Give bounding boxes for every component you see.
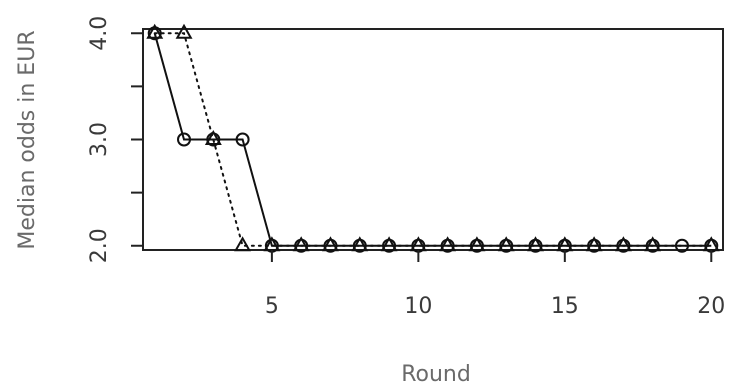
series-layer (146, 23, 720, 253)
x-tick-label: 15 (551, 294, 579, 319)
x-tick-label: 5 (265, 294, 279, 319)
series-1-triangle-marker (204, 129, 222, 145)
x-axis-title: Round (401, 362, 471, 387)
series-1-triangle-marker (409, 236, 427, 252)
series-0-circle-marker (235, 132, 250, 147)
series-1-triangle-marker (321, 236, 339, 252)
series-1-triangle-marker (585, 236, 603, 252)
y-tick-label: 3.0 (87, 122, 112, 157)
series-1-triangle-marker (468, 236, 486, 252)
series-line-1 (153, 32, 713, 247)
series-1-triangle-marker (292, 236, 310, 252)
series-line-0 (153, 33, 712, 247)
y-tick-label: 4.0 (87, 16, 112, 51)
series-1-triangle-marker (614, 236, 632, 252)
series-1-triangle-marker (439, 236, 457, 252)
series-1-triangle-marker (351, 236, 369, 252)
series-1-triangle-marker (702, 236, 720, 252)
series-1-triangle-marker (175, 23, 193, 39)
series-1-triangle-marker (497, 236, 515, 252)
series-1-triangle-marker (556, 236, 574, 252)
series-1-triangle-marker (146, 23, 164, 39)
y-tick-label: 2.0 (87, 228, 112, 263)
series-1-triangle-marker (380, 236, 398, 252)
series-1-triangle-marker (527, 236, 545, 252)
x-tick-label: 20 (697, 294, 725, 319)
y-axis-title: Median odds in EUR (15, 30, 40, 249)
x-tick-label: 10 (404, 294, 432, 319)
series-1-triangle-marker (644, 236, 662, 252)
series-1-triangle-marker (234, 236, 252, 252)
axes-layer: 5 10 15 20 2.0 3.0 4.0 (87, 16, 725, 319)
series-0-circle-marker (177, 132, 192, 147)
